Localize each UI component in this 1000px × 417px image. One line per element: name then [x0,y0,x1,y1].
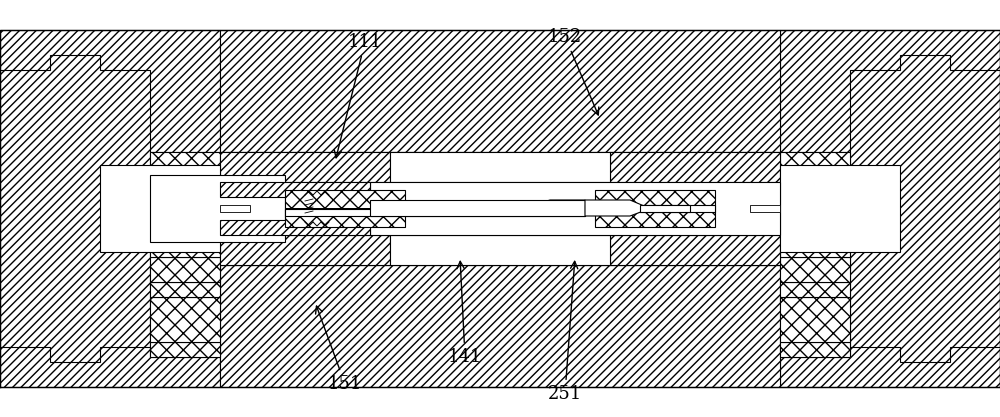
Polygon shape [150,212,220,242]
Polygon shape [780,242,850,257]
Polygon shape [595,190,715,227]
Polygon shape [780,30,1000,387]
Polygon shape [220,235,390,265]
Polygon shape [150,197,220,212]
Polygon shape [585,200,650,216]
Polygon shape [220,152,500,182]
Polygon shape [220,152,390,182]
Polygon shape [780,167,850,197]
Polygon shape [220,205,250,212]
Polygon shape [285,190,405,227]
Polygon shape [0,55,150,362]
Polygon shape [500,235,780,265]
Polygon shape [150,342,220,357]
Polygon shape [150,297,220,342]
Polygon shape [220,235,500,265]
Text: 152: 152 [548,28,599,115]
Polygon shape [285,209,585,216]
Polygon shape [100,165,220,252]
Polygon shape [150,152,220,167]
Polygon shape [150,257,220,282]
Polygon shape [390,152,610,182]
Polygon shape [640,205,690,212]
Polygon shape [220,182,370,197]
Polygon shape [610,235,780,265]
Polygon shape [370,200,585,216]
Text: 151: 151 [316,306,362,393]
Polygon shape [150,282,220,297]
Polygon shape [750,205,780,212]
Polygon shape [150,175,285,242]
Polygon shape [220,30,780,152]
Polygon shape [780,297,850,342]
Polygon shape [780,152,850,167]
Text: 251: 251 [548,261,582,403]
Polygon shape [0,30,220,387]
Text: 111: 111 [334,33,382,158]
Polygon shape [220,220,370,235]
Text: 141: 141 [448,261,482,366]
Polygon shape [220,265,780,387]
Polygon shape [780,212,850,242]
Polygon shape [780,165,900,252]
Polygon shape [780,197,850,212]
Polygon shape [500,152,780,182]
Polygon shape [780,282,850,297]
Polygon shape [285,200,585,209]
Polygon shape [390,235,610,265]
Polygon shape [370,182,780,235]
Polygon shape [150,167,220,197]
Polygon shape [150,242,220,257]
Polygon shape [610,152,780,182]
Polygon shape [780,257,850,282]
Polygon shape [585,205,715,212]
Polygon shape [780,342,850,357]
Polygon shape [850,55,1000,362]
